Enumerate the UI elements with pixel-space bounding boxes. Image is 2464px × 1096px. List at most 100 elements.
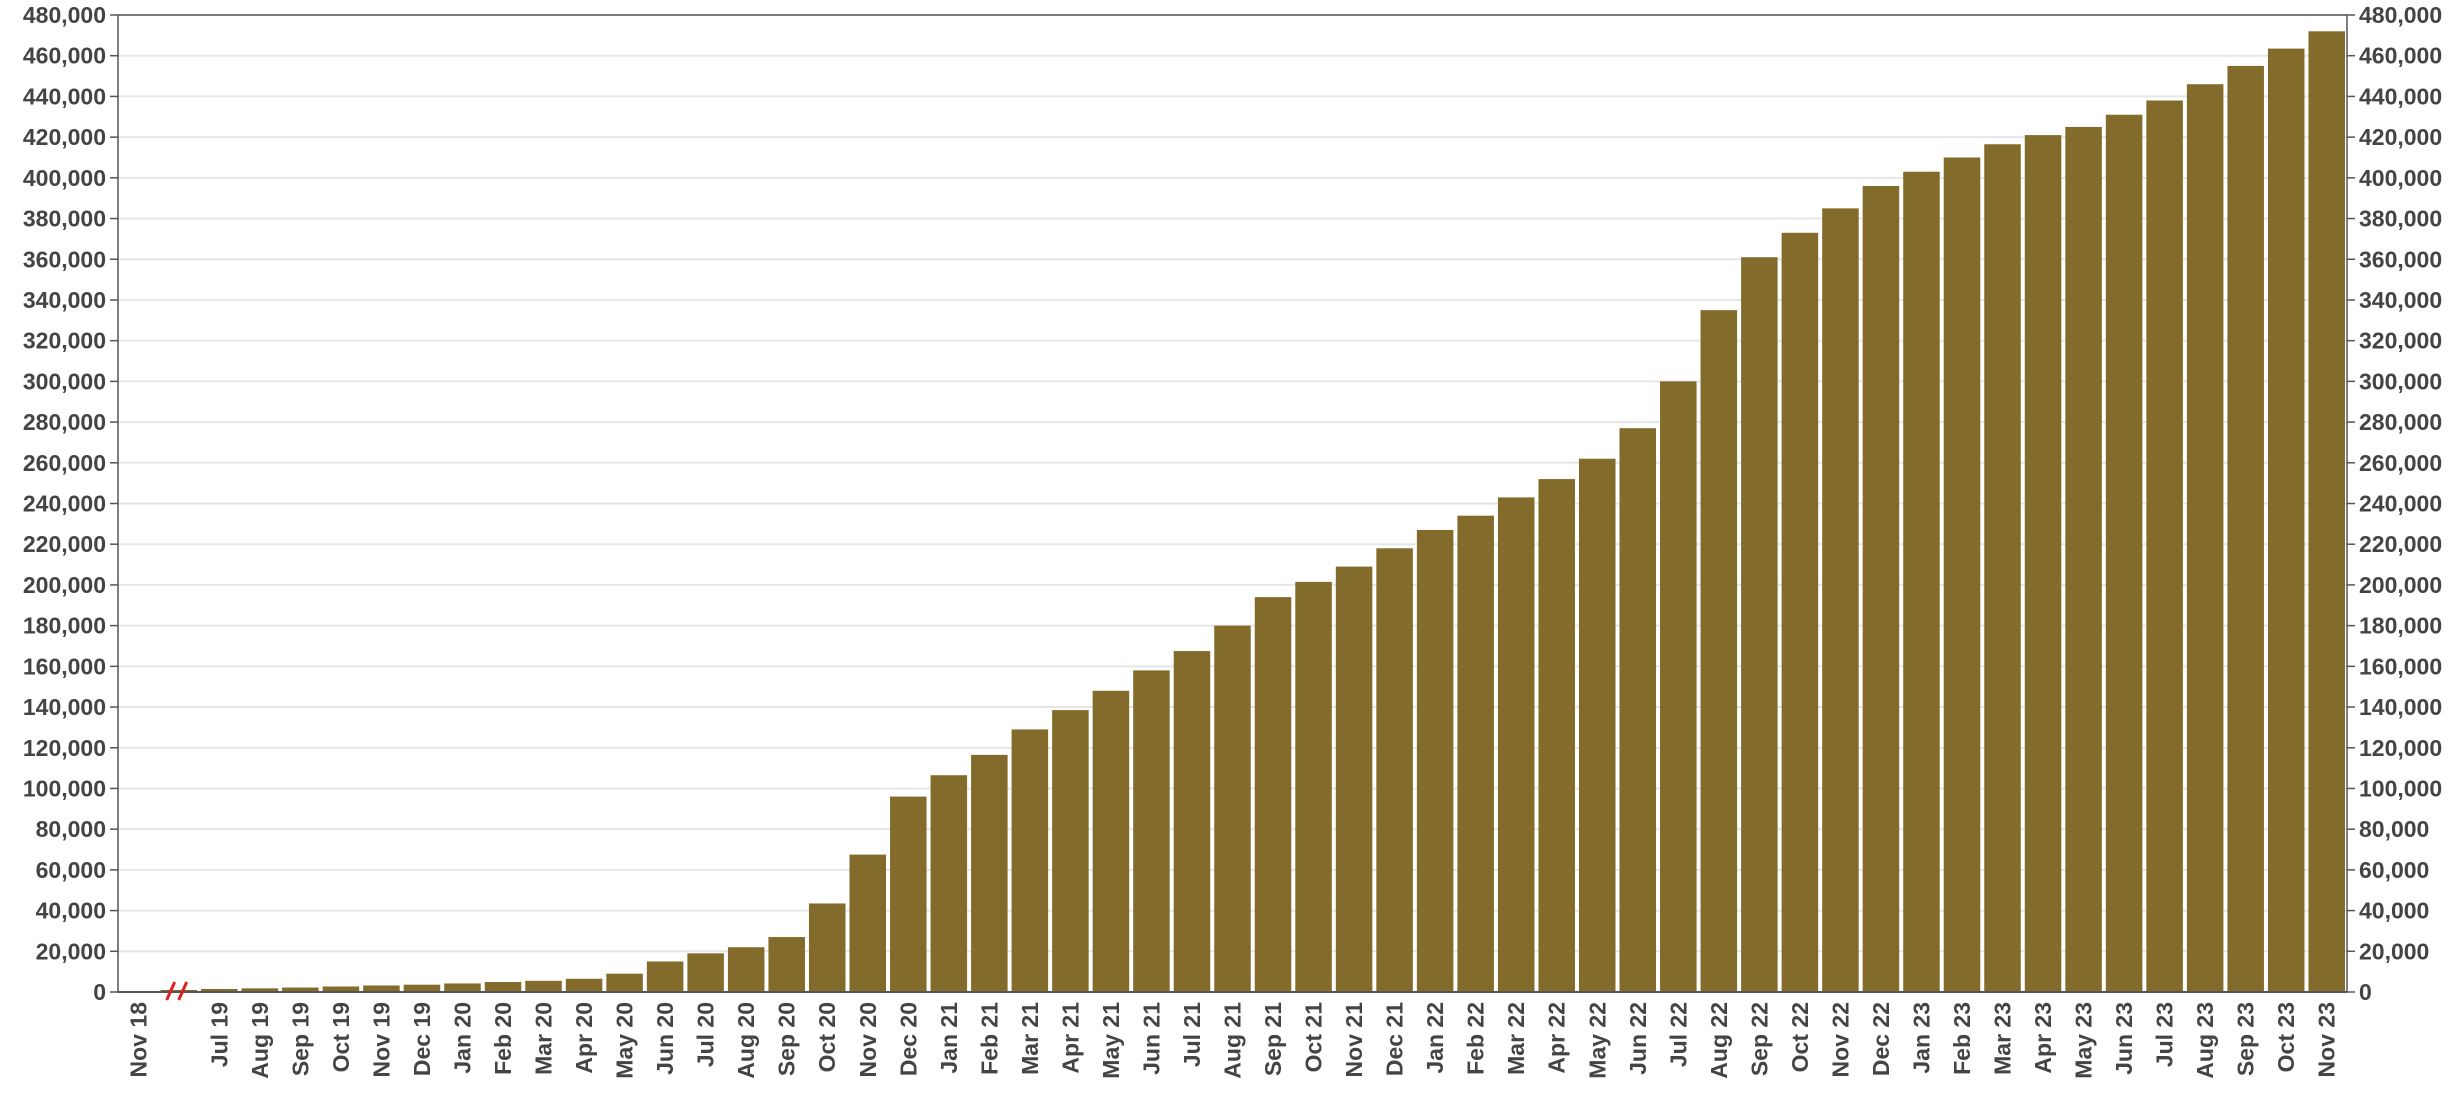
y-tick-label: 300,000 xyxy=(2359,368,2442,394)
y-tick-label: 220,000 xyxy=(2359,531,2442,557)
bar xyxy=(849,854,887,992)
y-tick-label: 360,000 xyxy=(2359,246,2442,272)
axes xyxy=(110,14,2355,993)
y-tick-label: 160,000 xyxy=(2359,653,2442,679)
bar xyxy=(2105,114,2143,993)
y-tick-label: 240,000 xyxy=(23,491,106,517)
bar xyxy=(403,984,441,992)
axis-break-slash xyxy=(165,981,177,1001)
bar xyxy=(1254,597,1292,992)
x-tick-label: Dec 21 xyxy=(1382,1002,1408,1076)
y-tick-label: 300,000 xyxy=(23,368,106,394)
x-tick-label: Nov 20 xyxy=(855,1002,881,1077)
y-tick-label: 260,000 xyxy=(2359,450,2442,476)
bar xyxy=(727,947,765,992)
bar xyxy=(1133,670,1170,992)
x-tick-label: May 23 xyxy=(2071,1002,2097,1079)
y-tick-label: 360,000 xyxy=(23,246,106,272)
bar xyxy=(1497,497,1535,992)
x-tick-label: Oct 22 xyxy=(1787,1002,1813,1072)
x-tick-label: Aug 19 xyxy=(247,1002,273,1079)
bar xyxy=(1376,548,1413,992)
x-tick-label: Nov 19 xyxy=(368,1002,394,1077)
y-tick-label: 260,000 xyxy=(23,450,106,476)
x-tick-label: Apr 21 xyxy=(1057,1002,1083,1074)
y-tick-label: 40,000 xyxy=(36,898,106,924)
x-tick-label: Aug 20 xyxy=(733,1002,759,1079)
bar xyxy=(1700,310,1738,992)
x-tick-label: Dec 20 xyxy=(895,1002,921,1076)
y-tick-label: 440,000 xyxy=(23,83,106,109)
bars xyxy=(160,31,2345,993)
bar xyxy=(1052,710,1089,992)
bar xyxy=(2186,84,2224,992)
y-tick-label: 180,000 xyxy=(23,613,106,639)
y-tick-label: 340,000 xyxy=(23,287,106,313)
x-tick-label: May 21 xyxy=(1098,1002,1124,1079)
bar xyxy=(606,973,643,992)
x-tick-label: Oct 19 xyxy=(328,1002,354,1072)
x-tick-label: Jun 20 xyxy=(652,1002,678,1075)
bar xyxy=(160,989,198,992)
y-tick-label: 420,000 xyxy=(23,124,106,150)
y-tick-label: 280,000 xyxy=(23,409,106,435)
bar xyxy=(1457,515,1494,992)
y-tick-label: 320,000 xyxy=(2359,328,2442,354)
bar xyxy=(241,988,279,992)
bar xyxy=(201,988,238,992)
x-tick-label: Apr 22 xyxy=(1544,1002,1570,1074)
x-tick-label: Aug 22 xyxy=(1706,1002,1732,1079)
x-tick-label: Sep 23 xyxy=(2233,1002,2259,1076)
x-tick-label: Nov 23 xyxy=(2314,1002,2340,1077)
y-tick-label: 440,000 xyxy=(2359,83,2442,109)
bar xyxy=(808,903,846,992)
bar xyxy=(363,985,400,992)
y-tick-label: 480,000 xyxy=(2359,2,2442,28)
x-tick-label: Jan 20 xyxy=(449,1002,475,1074)
x-tick-label: Jun 23 xyxy=(2111,1002,2137,1075)
x-tick-label: Jan 23 xyxy=(1908,1002,1934,1074)
y-tick-label: 0 xyxy=(93,979,106,1005)
y-tick-label: 20,000 xyxy=(36,938,106,964)
y-tick-label: 240,000 xyxy=(2359,491,2442,517)
y-tick-label: 120,000 xyxy=(23,735,106,761)
x-tick-label: Mar 23 xyxy=(1990,1002,2016,1075)
x-tick-label: Sep 21 xyxy=(1260,1002,1286,1076)
bar xyxy=(1538,479,1575,992)
bar xyxy=(2024,135,2062,993)
x-tick-label: Feb 23 xyxy=(1949,1002,1975,1075)
y-tick-label: 40,000 xyxy=(2359,898,2429,924)
y-tick-label: 120,000 xyxy=(2359,735,2442,761)
y-tick-label: 80,000 xyxy=(36,816,106,842)
bar xyxy=(1741,257,1778,993)
bar xyxy=(484,982,522,992)
y-tick-label: 60,000 xyxy=(2359,857,2429,883)
x-tick-label: Feb 20 xyxy=(490,1002,516,1075)
x-tick-label: Jul 20 xyxy=(693,1002,719,1067)
x-tick-label: Nov 22 xyxy=(1827,1002,1853,1077)
bar xyxy=(687,953,724,992)
bar xyxy=(971,754,1008,992)
x-tick-label: Apr 23 xyxy=(2030,1002,2056,1074)
bar xyxy=(768,937,805,992)
y-tick-label: 100,000 xyxy=(2359,775,2442,801)
x-tick-label: Aug 21 xyxy=(1220,1002,1246,1079)
bar xyxy=(2065,126,2102,992)
y-tick-label: 80,000 xyxy=(2359,816,2429,842)
y-tick-label: 160,000 xyxy=(23,653,106,679)
bar xyxy=(1660,381,1697,993)
x-tick-label: Sep 19 xyxy=(287,1002,313,1076)
bar xyxy=(1214,625,1251,993)
bar xyxy=(2227,65,2264,992)
bar xyxy=(2267,48,2305,992)
y-tick-label: 460,000 xyxy=(2359,43,2442,69)
bar xyxy=(2308,31,2345,992)
y-tick-label: 20,000 xyxy=(2359,938,2429,964)
x-tick-label: Jul 22 xyxy=(1665,1002,1691,1067)
bar xyxy=(646,961,684,992)
x-tick-label: Jul 19 xyxy=(206,1002,232,1067)
x-tick-label: Dec 19 xyxy=(409,1002,435,1076)
bar xyxy=(1295,581,1332,992)
